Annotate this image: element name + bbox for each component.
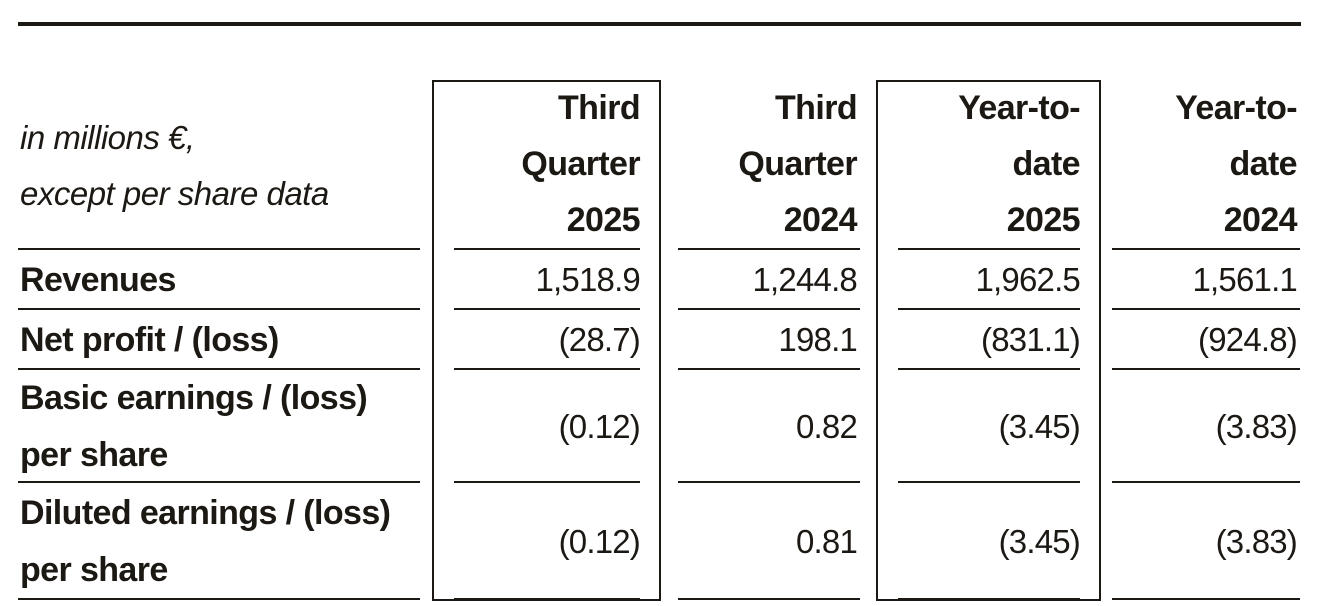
column-header-third-quarter-2025: Third Quarter 2025 [433,82,661,250]
row-label-diluted-eps: Diluted earnings / (loss) per share [18,483,420,600]
cell-basic-eps-ytd-2024: (3.83) [1112,370,1300,483]
column-header-year-to-date-2024: Year-to- date 2024 [1112,82,1300,250]
cell-basic-eps-q3-2024: 0.82 [678,370,860,483]
top-rule [18,22,1301,26]
cell-diluted-eps-ytd-2024: (3.83) [1112,483,1300,600]
column-header-year-to-date-2025: Year-to- date 2025 [877,82,1101,250]
column-header-third-quarter-2024: Third Quarter 2024 [678,82,860,250]
cell-net-profit-ytd-2025: (831.1) [877,310,1101,370]
cell-diluted-eps-q3-2025: (0.12) [433,483,661,600]
cell-net-profit-q3-2024: 198.1 [678,310,860,370]
cell-basic-eps-ytd-2025: (3.45) [877,370,1101,483]
cell-diluted-eps-q3-2024: 0.81 [678,483,860,600]
cell-revenues-q3-2025: 1,518.9 [433,250,661,310]
cell-revenues-q3-2024: 1,244.8 [678,250,860,310]
row-label-net-profit-loss: Net profit / (loss) [18,310,420,370]
row-label-revenues: Revenues [18,250,420,310]
unit-note: in millions €, except per share data [18,82,420,250]
cell-net-profit-ytd-2024: (924.8) [1112,310,1300,370]
cell-net-profit-q3-2025: (28.7) [433,310,661,370]
table-grid: in millions €, except per share data Thi… [18,82,1300,600]
cell-revenues-ytd-2024: 1,561.1 [1112,250,1300,310]
cell-diluted-eps-ytd-2025: (3.45) [877,483,1101,600]
row-label-basic-eps: Basic earnings / (loss) per share [18,370,420,483]
cell-revenues-ytd-2025: 1,962.5 [877,250,1101,310]
cell-basic-eps-q3-2025: (0.12) [433,370,661,483]
